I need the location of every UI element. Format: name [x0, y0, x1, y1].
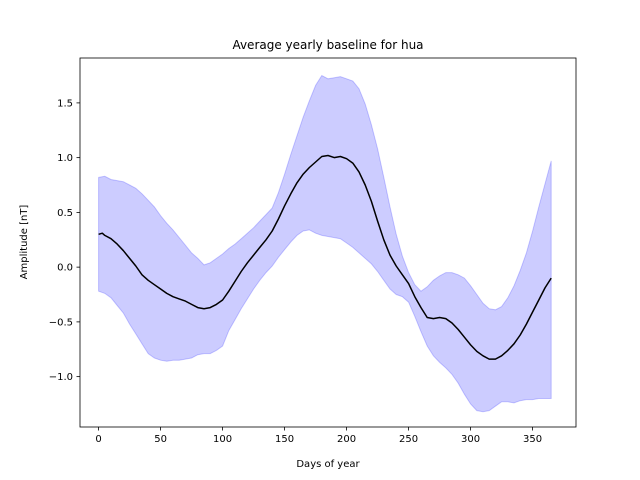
x-tick-label-0: 0	[95, 434, 101, 445]
y-tick-label-0: −1.0	[49, 372, 73, 383]
plot-area	[98, 74, 552, 413]
baseline-line	[98, 154, 552, 360]
x-axis-label: Days of year	[296, 459, 360, 470]
y-tick-label-3: 0.5	[57, 208, 73, 219]
x-tick-label-100: 100	[213, 434, 232, 445]
y-tick-label-1: −0.5	[49, 317, 73, 328]
confidence-band	[98, 74, 552, 413]
x-tick-label-200: 200	[337, 434, 356, 445]
y-tick-label-4: 1.0	[57, 153, 73, 164]
y-axis-label: Amplitude [nT]	[19, 205, 30, 280]
x-tick-label-350: 350	[523, 434, 542, 445]
y-tick-label-2: 0.0	[57, 263, 73, 274]
y-tick-label-5: 1.5	[57, 98, 73, 109]
axes: 0 50 100 150 200 250 300 350 −1.0 −0.5 0.0 0.5 1.0 1.…	[49, 57, 577, 445]
x-tick-label-300: 300	[461, 434, 480, 445]
x-tick-label-150: 150	[275, 434, 294, 445]
x-tick-label-50: 50	[154, 434, 167, 445]
axes-frame	[79, 57, 577, 428]
chart-title: Average yearly baseline for hua	[232, 38, 423, 52]
x-tick-label-250: 250	[399, 434, 418, 445]
